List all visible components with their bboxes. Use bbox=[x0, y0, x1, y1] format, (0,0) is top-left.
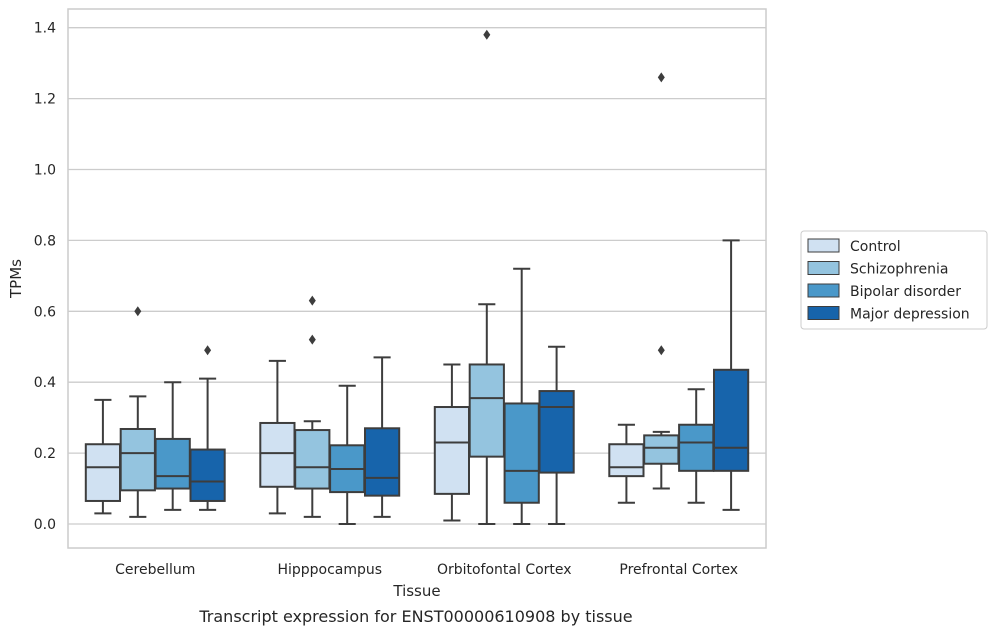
box bbox=[643, 434, 680, 465]
outlier-point bbox=[308, 334, 316, 345]
y-tick-labels: 0.0 0.2 0.4 0.6 0.8 1.0 1.2 1.4 bbox=[34, 21, 56, 533]
box-plot bbox=[503, 267, 540, 525]
box bbox=[154, 437, 191, 490]
x-tick-label: Orbitofontal Cortex bbox=[437, 562, 572, 578]
x-tick-label: Prefrontal Cortex bbox=[619, 562, 738, 578]
outlier-point bbox=[657, 72, 665, 83]
box-plot bbox=[712, 239, 750, 511]
y-tick-label: 0.2 bbox=[34, 446, 56, 462]
box bbox=[294, 429, 331, 490]
legend-items: Control Schizophrenia Bipolar disorder Majo… bbox=[807, 238, 970, 323]
outlier-point bbox=[483, 29, 491, 40]
legend-item: Major depression bbox=[807, 306, 970, 323]
y-tick-label: 0.6 bbox=[34, 304, 56, 320]
box-plot bbox=[468, 29, 505, 525]
legend-swatch bbox=[807, 261, 840, 275]
legend-swatch bbox=[807, 306, 840, 320]
box bbox=[119, 427, 156, 492]
box bbox=[363, 427, 401, 497]
y-tick-label: 0.4 bbox=[34, 375, 56, 391]
box-plot bbox=[329, 384, 366, 525]
box-plot bbox=[608, 423, 645, 504]
x-tick-label: Hipppocampus bbox=[277, 562, 382, 578]
box-plots bbox=[84, 29, 750, 525]
box bbox=[678, 423, 715, 472]
box bbox=[189, 448, 226, 502]
outlier-point bbox=[308, 295, 316, 306]
chart-caption: Transcript expression for ENST0000061090… bbox=[198, 607, 632, 626]
legend-label: Control bbox=[850, 239, 901, 255]
legend-label: Major depression bbox=[850, 307, 970, 323]
outlier-point bbox=[134, 306, 142, 317]
legend-swatch bbox=[807, 238, 840, 253]
box bbox=[608, 443, 645, 478]
box bbox=[538, 390, 575, 474]
y-tick-label: 1.0 bbox=[34, 163, 56, 179]
box-plot bbox=[294, 295, 331, 518]
y-tick-label: 0.8 bbox=[34, 233, 56, 249]
y-tick-label: 1.4 bbox=[34, 21, 56, 37]
legend-item: Bipolar disorder bbox=[807, 283, 961, 300]
box-plot bbox=[538, 345, 575, 525]
x-axis-label: Tissue bbox=[392, 582, 440, 600]
box bbox=[84, 443, 122, 502]
box bbox=[259, 421, 296, 488]
box bbox=[468, 363, 505, 458]
box-plot bbox=[119, 306, 156, 518]
box-plot bbox=[154, 381, 191, 511]
legend-frame bbox=[800, 230, 988, 330]
legend: Control Schizophrenia Bipolar disorder Majo… bbox=[800, 230, 988, 330]
y-tick-label: 1.2 bbox=[34, 92, 56, 108]
legend-item: Control bbox=[807, 238, 901, 255]
box bbox=[503, 402, 540, 504]
box-plot bbox=[84, 398, 122, 515]
box-plot bbox=[643, 72, 680, 490]
outlier-point bbox=[657, 345, 665, 356]
box-plot bbox=[433, 363, 471, 522]
plot-frame bbox=[67, 8, 767, 549]
box-plot bbox=[363, 356, 401, 518]
legend-item: Schizophrenia bbox=[807, 261, 948, 278]
legend-swatch bbox=[807, 283, 840, 298]
x-tick-labels: Cerebellum Hipppocampus Orbitofontal Corte… bbox=[115, 562, 738, 578]
y-axis-label: TPMs bbox=[7, 259, 25, 299]
box-plot bbox=[259, 359, 296, 515]
legend-label: Schizophrenia bbox=[850, 262, 948, 278]
box bbox=[433, 406, 471, 495]
box bbox=[712, 368, 750, 472]
y-tick-label: 0.0 bbox=[34, 517, 56, 533]
box-plot bbox=[189, 345, 226, 511]
x-tick-label: Cerebellum bbox=[115, 562, 195, 578]
box-plot bbox=[678, 388, 715, 504]
legend-label: Bipolar disorder bbox=[850, 284, 961, 300]
outlier-point bbox=[204, 345, 212, 356]
